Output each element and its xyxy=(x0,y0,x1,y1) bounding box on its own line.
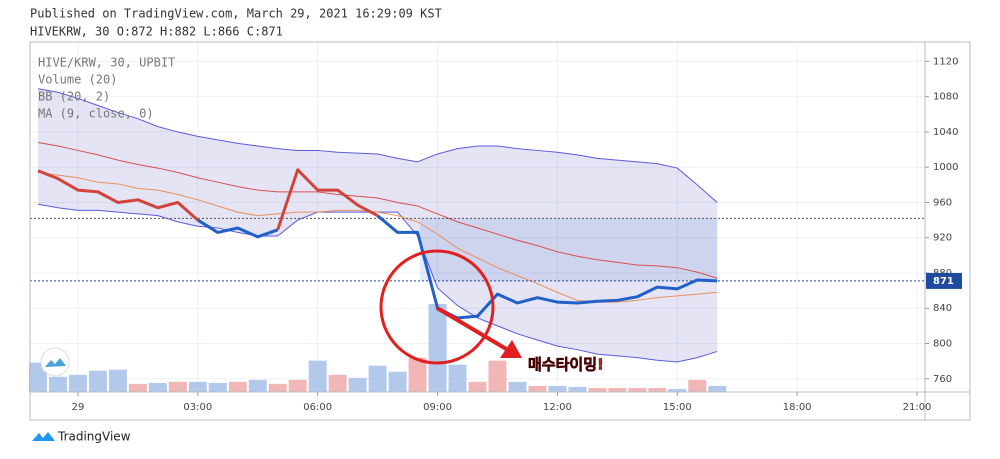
volume-bar xyxy=(68,374,87,392)
volume-bar xyxy=(88,370,107,392)
volume-bar xyxy=(708,385,727,392)
volume-bar xyxy=(388,371,407,392)
volume-bar xyxy=(428,304,447,392)
band-fill xyxy=(37,88,718,363)
price-line-segment xyxy=(276,168,379,231)
volume-bar xyxy=(368,365,387,392)
x-tick-label: 06:00 xyxy=(303,402,332,413)
x-tick-label: 09:00 xyxy=(423,402,452,413)
volume-bar xyxy=(568,386,587,392)
volume-bar xyxy=(468,381,487,392)
volume-bar xyxy=(268,383,287,392)
x-tick-label: 29 xyxy=(72,402,85,413)
volume-bar xyxy=(648,387,667,392)
brand-icon xyxy=(32,432,55,441)
volume-bar xyxy=(608,387,627,392)
legend-entry: HIVE/KRW, 30, UPBIT xyxy=(38,56,175,70)
volume-bar xyxy=(688,379,707,392)
price-line-segment xyxy=(197,218,279,239)
annotation-arrow xyxy=(435,306,510,352)
x-tick-label: 03:00 xyxy=(183,402,212,413)
logo-icon xyxy=(45,358,66,367)
y-tick-label: 1040 xyxy=(933,127,958,138)
legend-entry: BB (20, 2) xyxy=(38,90,110,104)
volume-bar xyxy=(248,379,267,392)
arrow-head xyxy=(500,340,522,358)
volume-bar xyxy=(308,360,327,392)
x-tick-label: 12:00 xyxy=(543,402,572,413)
volume-bar xyxy=(148,382,167,392)
brand: TradingView xyxy=(57,430,131,444)
volume-bar xyxy=(188,381,207,392)
volume-bar xyxy=(448,364,467,392)
last-price-box xyxy=(926,272,962,289)
legend-entry: MA (9, close, 0) xyxy=(38,107,154,121)
last-price-label: 871 xyxy=(933,276,954,287)
frame xyxy=(29,41,971,421)
volume-bar xyxy=(548,385,567,392)
volume-bar xyxy=(628,387,647,392)
volume-bar xyxy=(108,369,127,392)
volume-bar xyxy=(128,383,147,392)
indicator-line xyxy=(37,88,718,203)
indicator-line xyxy=(37,142,718,279)
y-tick-label: 1080 xyxy=(933,92,958,103)
y-tick-label: 1000 xyxy=(933,162,958,173)
volume-bar xyxy=(228,381,247,392)
annotation-circle xyxy=(379,249,495,365)
x-tick-label: 21:00 xyxy=(903,402,932,413)
chart-title: Published on TradingView.com, March 29, … xyxy=(30,7,442,21)
volume-bar xyxy=(328,374,347,392)
y-tick-label: 800 xyxy=(933,339,952,350)
position-box xyxy=(420,218,718,281)
volume-bar xyxy=(29,362,47,392)
y-tick-label: 840 xyxy=(933,303,952,314)
logo-badge xyxy=(40,347,70,377)
volume-bar xyxy=(668,388,687,392)
volume-bar xyxy=(168,381,187,392)
volume-bar xyxy=(408,357,427,392)
volume-bar xyxy=(48,376,67,392)
chart-subtitle: HIVEKRW, 30 O:872 H:882 L:866 C:871 xyxy=(30,25,283,39)
y-tick-label: 960 xyxy=(933,197,952,208)
volume-bar xyxy=(288,379,307,392)
y-tick-label: 920 xyxy=(933,233,952,244)
legend-entry: Volume (20) xyxy=(38,73,117,87)
price-line-segment xyxy=(376,214,718,320)
y-tick-label: 1120 xyxy=(933,56,958,67)
volume-bar xyxy=(528,385,547,392)
volume-bar xyxy=(348,377,367,392)
volume-bar xyxy=(488,360,507,392)
annotation-text: 매수타이밍! xyxy=(528,356,604,374)
y-tick-label: 760 xyxy=(933,374,952,385)
volume-bar xyxy=(508,381,527,392)
volume-bar xyxy=(588,387,607,392)
price-line-segment xyxy=(37,169,199,222)
volume-bar xyxy=(208,382,227,392)
x-tick-label: 18:00 xyxy=(783,402,812,413)
x-tick-label: 15:00 xyxy=(663,402,692,413)
